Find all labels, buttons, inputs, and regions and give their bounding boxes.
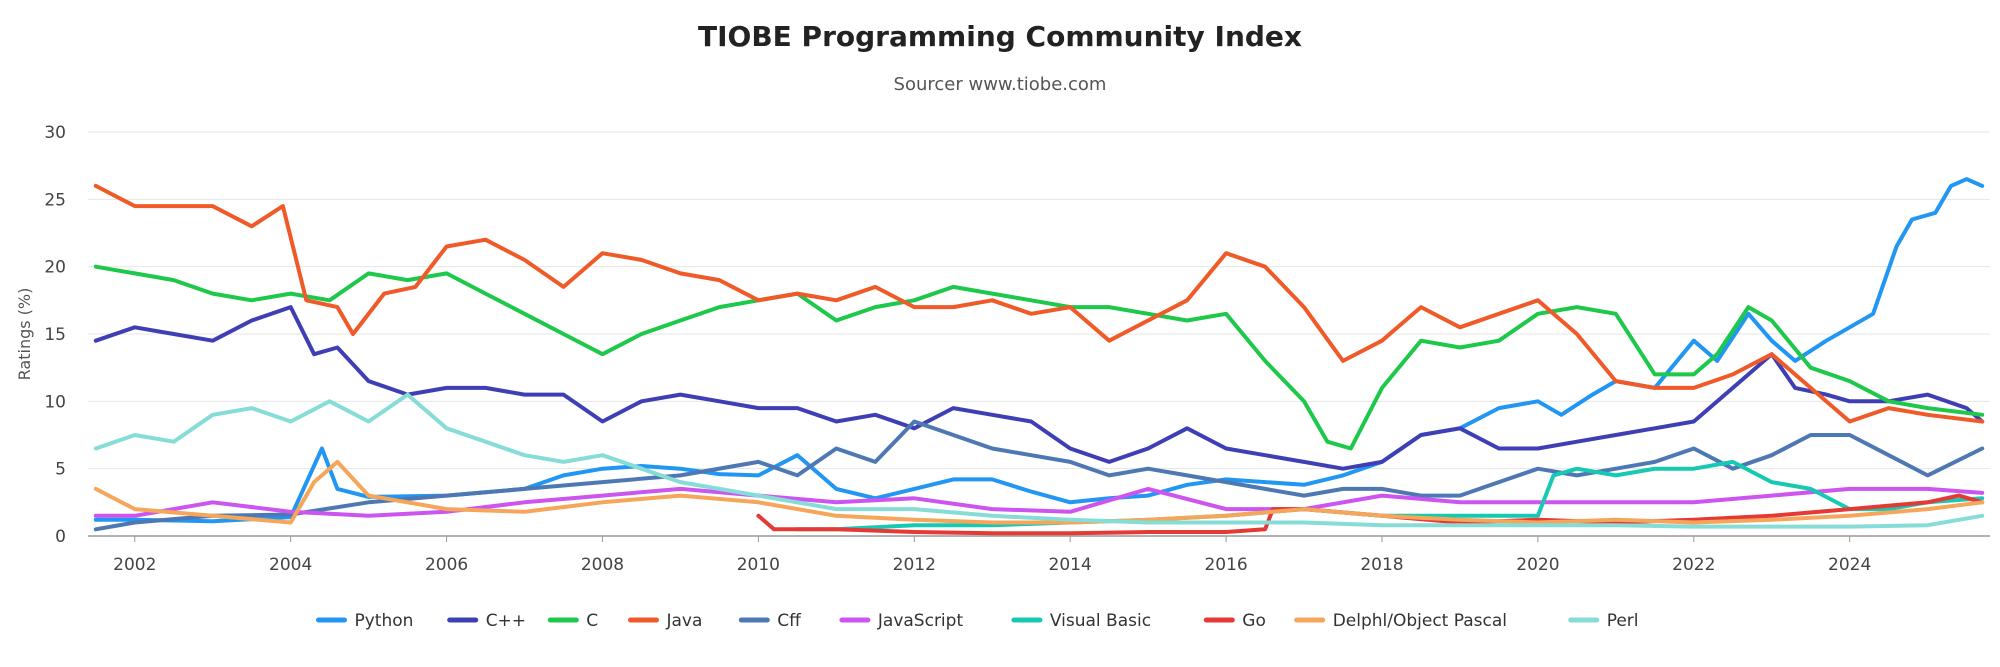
y-axis-label: Ratings (%) [15, 288, 34, 381]
x-tick-label: 2010 [737, 555, 780, 575]
legend-label: Perl [1607, 611, 1639, 631]
x-tick-label: 2020 [1516, 555, 1559, 575]
legend-item-java[interactable]: Java [628, 611, 703, 631]
legend-label: Visual Basic [1050, 611, 1151, 631]
legend: Python C++ C Java Cff JavaScript Visual Basic G… [316, 611, 1639, 631]
series-line-delphl-object-pascal [93, 459, 1985, 525]
x-tick-label: 2022 [1672, 555, 1715, 575]
x-tick-label: 2008 [581, 555, 624, 575]
y-tick-label: 25 [44, 190, 66, 210]
x-tick-label: 2018 [1360, 555, 1403, 575]
legend-item-delphl-object-pascal[interactable]: Delphl/Object Pascal [1294, 611, 1507, 631]
y-tick-label: 5 [55, 460, 66, 480]
legend-item-javascript[interactable]: JavaScript [839, 611, 964, 631]
legend-label: Java [666, 611, 703, 631]
y-tick-label: 30 [44, 123, 66, 143]
legend-label: Python [355, 611, 414, 631]
legend-item-visual-basic[interactable]: Visual Basic [1011, 611, 1151, 631]
series-line-c [93, 264, 1985, 451]
y-tick-label: 0 [55, 527, 66, 547]
series-line-javascript [93, 486, 1985, 518]
legend-label: Cff [777, 611, 802, 631]
axis-layer: 0 5 10 15 20 25 30 2002 2004 2006 2008 2010 2012 2014… [15, 123, 1871, 575]
series-line-cff [93, 419, 1985, 532]
legend-item-perl[interactable]: Perl [1568, 611, 1639, 631]
legend-label: C [586, 611, 598, 631]
legend-item-python[interactable]: Python [316, 611, 414, 631]
x-tick-label: 2016 [1204, 555, 1247, 575]
series-line-perl [93, 392, 1985, 529]
x-tick-label: 2012 [893, 555, 936, 575]
series-line-c [93, 305, 1985, 471]
y-tick-label: 10 [44, 392, 66, 412]
legend-item-c[interactable]: C++ [447, 611, 526, 631]
legend-label: JavaScript [877, 611, 964, 631]
y-tick-label: 15 [44, 325, 66, 345]
chart-title: TIOBE Programming Community Index [698, 20, 1302, 53]
legend-item-go[interactable]: Go [1203, 611, 1266, 631]
x-tick-label: 2014 [1049, 555, 1092, 575]
x-tick-label: 2004 [269, 555, 312, 575]
legend-label: Delphl/Object Pascal [1333, 611, 1507, 631]
series-layer [93, 177, 1985, 536]
series-line-java [93, 183, 1985, 424]
x-tick-label: 2024 [1828, 555, 1871, 575]
series-line-python [93, 177, 1985, 524]
chart-subtitle: Sourcer www.tiobe.com [893, 74, 1107, 95]
grid-layer [88, 131, 1990, 537]
legend-item-cff[interactable]: Cff [738, 611, 802, 631]
legend-label: Go [1242, 611, 1266, 631]
legend-label: C++ [486, 611, 526, 631]
y-tick-label: 20 [44, 258, 66, 278]
x-tick-label: 2002 [113, 555, 156, 575]
x-tick-label: 2006 [425, 555, 468, 575]
legend-item-c[interactable]: C [547, 611, 598, 631]
